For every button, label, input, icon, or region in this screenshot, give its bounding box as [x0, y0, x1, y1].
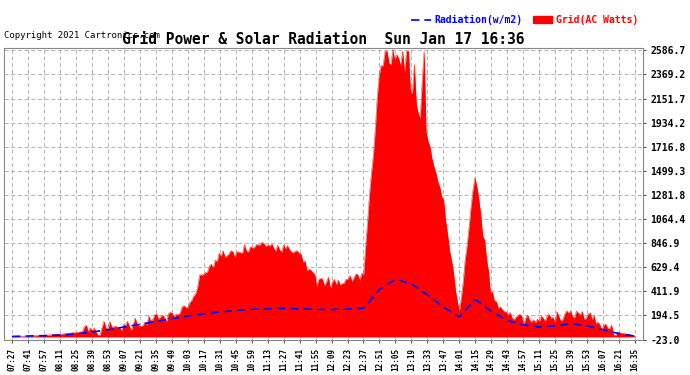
Legend: Radiation(w/m2), Grid(AC Watts): Radiation(w/m2), Grid(AC Watts) [411, 15, 638, 25]
Title: Grid Power & Solar Radiation  Sun Jan 17 16:36: Grid Power & Solar Radiation Sun Jan 17 … [122, 32, 525, 47]
Text: Copyright 2021 Cartronics.com: Copyright 2021 Cartronics.com [4, 31, 160, 40]
